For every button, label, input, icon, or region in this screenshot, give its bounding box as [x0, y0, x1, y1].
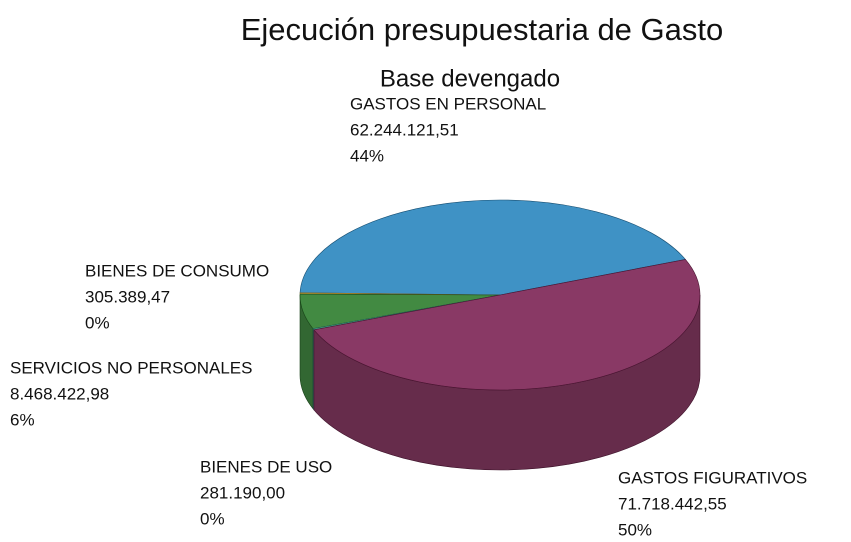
slice-label: GASTOS EN PERSONAL [350, 94, 546, 113]
slice-percent-label: 0% [85, 313, 110, 332]
slice-percent-label: 0% [200, 509, 225, 528]
slice-label: GASTOS FIGURATIVOS [618, 468, 807, 487]
slice-percent-label: 44% [350, 146, 384, 165]
slice-value-label: 8.468.422,98 [10, 384, 109, 403]
slice-value-label: 281.190,00 [200, 483, 285, 502]
slice-value-label: 71.718.442,55 [618, 494, 727, 513]
slice-label: BIENES DE CONSUMO [85, 261, 269, 280]
slice-value-label: 305.389,47 [85, 287, 170, 306]
slice [313, 259, 701, 391]
slice-percent-label: 50% [618, 520, 652, 539]
pie [299, 199, 701, 471]
slice-label: SERVICIOS NO PERSONALES [10, 358, 252, 377]
chart-title: Ejecución presupuestaria de Gasto [241, 12, 724, 47]
chart-subtitle: Base devengado [380, 65, 560, 92]
slice-percent-label: 6% [10, 410, 35, 429]
slice-value-label: 62.244.121,51 [350, 120, 459, 139]
slice-label: BIENES DE USO [200, 457, 332, 476]
slice [299, 199, 687, 296]
